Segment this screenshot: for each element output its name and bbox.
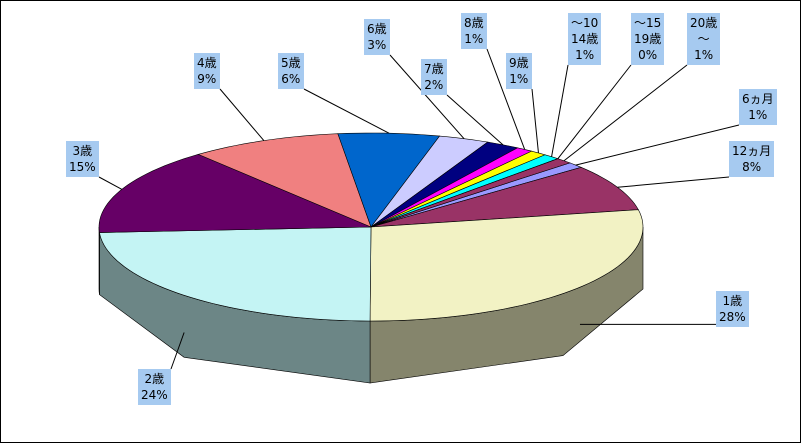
category-label: 4歳	[197, 56, 217, 70]
data-label: 20歳 ～ 1%	[687, 13, 721, 65]
data-label: 3歳 15%	[66, 141, 99, 177]
data-label: 12ヵ月 8%	[729, 141, 775, 177]
pie-slice	[98, 154, 372, 233]
value-label: 0%	[638, 48, 658, 62]
data-label: 4歳 9%	[194, 53, 220, 89]
data-label: 6ヵ月 1%	[739, 89, 777, 125]
leader-line	[617, 176, 730, 188]
value-label: 28%	[719, 310, 746, 324]
pie-slice	[337, 132, 441, 228]
value-label: 3%	[367, 38, 387, 52]
leader-line	[446, 94, 504, 146]
leader-line	[557, 64, 632, 160]
value-label: 24%	[141, 388, 168, 402]
category-label: 2歳	[144, 372, 165, 386]
leader-line	[551, 64, 569, 157]
value-label: 1%	[464, 32, 484, 46]
category-label: 7歳	[424, 62, 444, 76]
pie-slice	[369, 209, 644, 322]
value-label: 1%	[694, 48, 714, 62]
leader-line	[389, 54, 465, 140]
value-label: 8%	[742, 160, 762, 174]
category-label: 6歳	[367, 22, 387, 36]
pie-slice	[197, 133, 372, 228]
category-label: 1歳	[722, 294, 743, 308]
category-label: 3歳	[72, 144, 93, 158]
leader-line	[303, 88, 390, 134]
category-label: 20歳 ～	[690, 16, 718, 46]
data-label: 9歳 1%	[506, 53, 532, 89]
leader-line	[170, 332, 185, 370]
leader-line	[486, 48, 526, 150]
data-label: ～10 14歳 1%	[568, 13, 602, 65]
leader-line	[563, 64, 688, 162]
category-label: ～10 14歳	[571, 16, 599, 46]
data-label: 2歳 24%	[138, 369, 171, 405]
leader-line	[575, 124, 740, 166]
value-label: 1%	[748, 108, 768, 122]
value-label: 1%	[575, 48, 595, 62]
value-label: 6%	[281, 72, 301, 86]
data-label: 6歳 3%	[364, 19, 390, 55]
leader-line	[98, 176, 122, 190]
pie-slice	[370, 167, 639, 228]
data-label: 5歳 6%	[278, 53, 304, 89]
value-label: 9%	[197, 72, 217, 86]
leader-line	[219, 88, 265, 141]
category-label: 12ヵ月	[732, 144, 772, 158]
data-label: 7歳 2%	[421, 59, 447, 95]
value-label: 2%	[424, 78, 444, 92]
data-label: ～15 19歳 0%	[631, 13, 665, 65]
value-label: 1%	[509, 72, 529, 86]
category-label: ～15 19歳	[634, 16, 662, 46]
pie-slice	[370, 135, 489, 228]
value-label: 15%	[69, 160, 96, 174]
category-label: 8歳	[464, 16, 484, 30]
category-label: 6ヵ月	[742, 92, 774, 106]
category-label: 5歳	[281, 56, 301, 70]
data-label: 8歳 1%	[461, 13, 487, 49]
data-label: 1歳 28%	[716, 291, 749, 327]
pie-slice	[99, 226, 372, 322]
leader-line	[531, 88, 539, 153]
category-label: 9歳	[509, 56, 529, 70]
